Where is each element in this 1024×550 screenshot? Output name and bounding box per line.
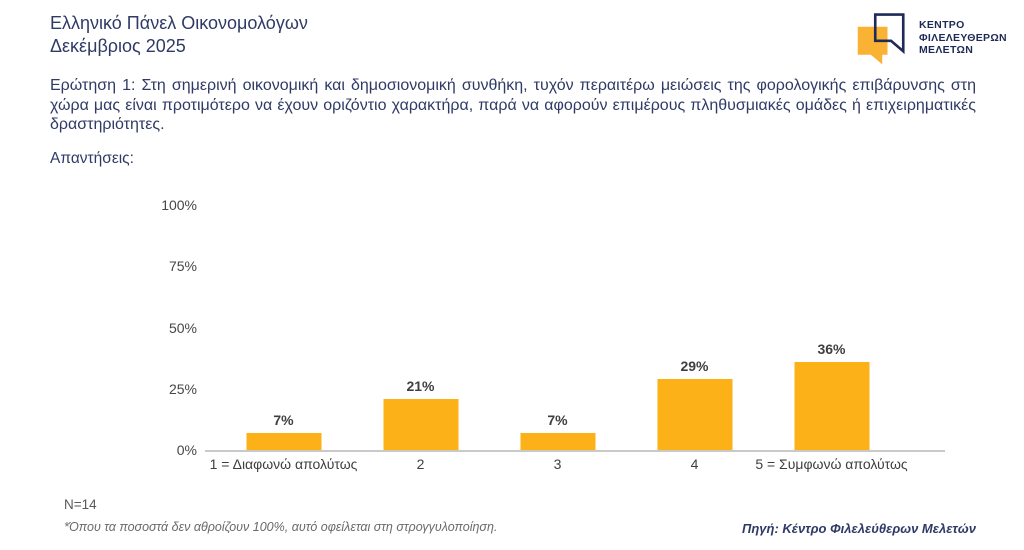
speech-bubbles-icon bbox=[857, 13, 905, 65]
bar-value-label: 21% bbox=[406, 377, 435, 394]
y-axis-label: 100% bbox=[161, 197, 197, 213]
plot-area: 7% 1 = Διαφωνώ απολύτως 21% 2 7% 3 29% 4 36% 5 = … bbox=[210, 205, 908, 472]
answers-label: Απαντήσεις: bbox=[50, 150, 134, 167]
logo-text-line: ΦΙΛΕΛΕΥΘΕΡΩΝ bbox=[919, 31, 1007, 44]
bar-slot: 7% 1 = Διαφωνώ απολύτως bbox=[210, 205, 358, 472]
bar bbox=[383, 398, 458, 450]
logo-text-line: ΜΕΛΕΤΩΝ bbox=[919, 44, 974, 56]
y-axis-label: 25% bbox=[168, 380, 197, 397]
x-axis-label: 3 bbox=[553, 456, 562, 472]
sample-size-label: N=14 bbox=[64, 497, 97, 512]
bar-slot: 36% 5 = Συμφωνώ απολύτως bbox=[755, 205, 907, 472]
bar-value-label: 7% bbox=[547, 411, 568, 428]
logo-text-line: ΚΕΝΤΡΟ bbox=[919, 19, 965, 31]
x-axis-line bbox=[205, 450, 945, 452]
bar-value-label: 7% bbox=[273, 411, 294, 428]
logo-text: ΚΕΝΤΡΟ ΦΙΛΕΛΕΥΘΕΡΩΝ ΜΕΛΕΤΩΝ bbox=[919, 19, 1007, 57]
bar bbox=[794, 361, 869, 450]
footnote-text: *Όπου τα ποσοστά δεν αθροίζουν 100%, αυτ… bbox=[64, 520, 498, 534]
y-axis-label: 50% bbox=[168, 319, 197, 336]
bar-slot: 29% 4 bbox=[626, 205, 763, 472]
x-axis-label: 5 = Συμφωνώ απολύτως bbox=[755, 456, 908, 472]
source-text: Πηγή: Κέντρο Φιλελεύθερων Μελετών bbox=[742, 521, 976, 536]
bar bbox=[246, 432, 321, 450]
x-axis-label: 2 bbox=[416, 456, 425, 472]
bar-value-label: 29% bbox=[680, 357, 709, 374]
page-subtitle: Δεκέμβριος 2025 bbox=[50, 36, 186, 56]
bar bbox=[657, 378, 732, 450]
header: Ελληνικό Πάνελ Οικονομολόγων Δεκέμβριος … bbox=[50, 12, 308, 58]
bar-slot: 21% 2 bbox=[352, 205, 489, 472]
bar-slot: 7% 3 bbox=[489, 205, 626, 472]
y-axis-label: 0% bbox=[176, 442, 197, 458]
question-text: Ερώτηση 1: Στη σημερινή οικονομική και δ… bbox=[50, 77, 976, 133]
kefim-logo: ΚΕΝΤΡΟ ΦΙΛΕΛΕΥΘΕΡΩΝ ΜΕΛΕΤΩΝ bbox=[856, 12, 1007, 66]
bar-chart: 100% 75% 50% 25% 0% 7% 1 = Διαφωνώ απολύτως 21… bbox=[0, 193, 1024, 493]
x-axis-label: 1 = Διαφωνώ απολύτως bbox=[209, 456, 358, 472]
bar bbox=[520, 432, 595, 450]
y-axis-label: 75% bbox=[168, 258, 197, 275]
page-title: Ελληνικό Πάνελ Οικονομολόγων bbox=[50, 13, 308, 33]
bar-value-label: 36% bbox=[817, 340, 846, 357]
x-axis-label: 4 bbox=[690, 456, 699, 472]
